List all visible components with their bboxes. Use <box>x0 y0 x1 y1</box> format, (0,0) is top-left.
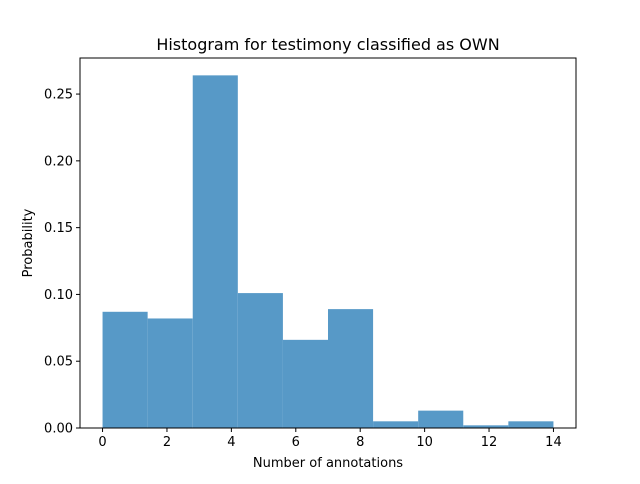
x-tick-label: 8 <box>356 435 364 450</box>
x-tick-label: 4 <box>227 435 235 450</box>
x-tick-label: 14 <box>545 435 562 450</box>
x-tick-label: 10 <box>416 435 433 450</box>
histogram-bar <box>418 410 464 428</box>
y-tick-label: 0.15 <box>44 221 73 236</box>
chart-title: Histogram for testimony classified as OW… <box>156 35 499 54</box>
y-tick-label: 0.05 <box>44 355 73 370</box>
x-axis-label: Number of annotations <box>253 456 403 471</box>
x-tick-label: 2 <box>163 435 171 450</box>
x-tick-label: 6 <box>292 435 300 450</box>
plot-frame <box>79 57 577 429</box>
histogram-bar <box>192 75 238 429</box>
bars-group <box>102 75 554 429</box>
y-tick-label: 0.20 <box>44 154 73 169</box>
histogram-bar <box>508 421 554 428</box>
y-tick-label: 0.10 <box>44 288 73 303</box>
x-tick-label: 0 <box>98 435 106 450</box>
histogram-bar <box>373 421 419 428</box>
x-ticks-group: 0 2 4 6 8 10 12 14 <box>98 428 562 450</box>
histogram-bar <box>463 425 509 428</box>
y-tick-label: 0.00 <box>44 422 73 437</box>
histogram-bar <box>102 311 148 428</box>
histogram-bar <box>282 339 328 428</box>
histogram-bar <box>147 318 193 428</box>
y-ticks-group: 0.00 0.05 0.10 0.15 0.20 0.25 <box>44 88 80 437</box>
y-tick-label: 0.25 <box>44 88 73 103</box>
x-tick-label: 12 <box>481 435 498 450</box>
histogram-bar <box>237 293 283 428</box>
histogram-bar <box>328 309 374 428</box>
y-axis-label: Probability <box>21 208 36 277</box>
